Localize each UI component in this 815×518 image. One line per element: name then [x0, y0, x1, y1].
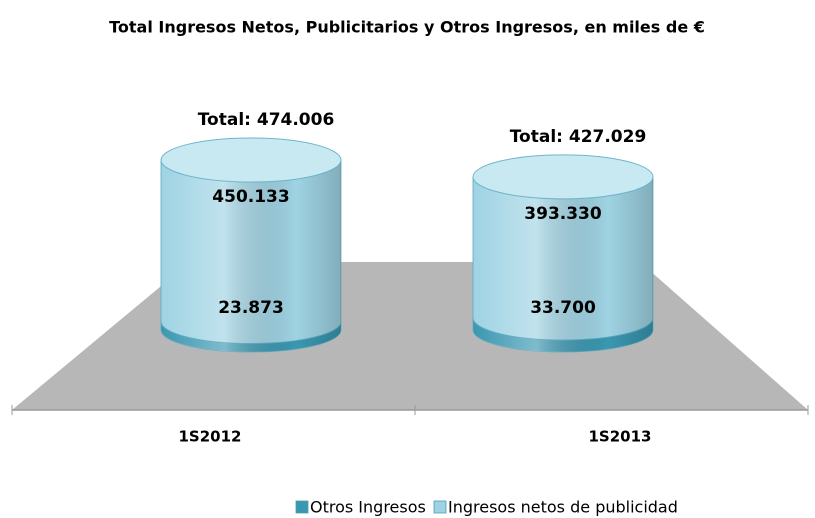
legend-label: Ingresos netos de publicidad: [448, 498, 678, 517]
x-tick-label: 1S2013: [589, 428, 652, 446]
data-label: 393.330: [524, 204, 602, 224]
legend-label: Otros Ingresos: [310, 498, 426, 517]
data-label: 450.133: [212, 187, 289, 207]
legend-swatch: [295, 500, 309, 514]
shade: [473, 176, 653, 340]
shade: [161, 160, 341, 344]
floor: [12, 262, 808, 410]
data-label: 23.873: [218, 298, 284, 318]
x-tick-label: 1S2012: [179, 428, 242, 446]
cylinder-top: [472, 154, 654, 200]
shade: [161, 321, 341, 352]
data-label: 33.700: [530, 298, 596, 318]
total-label: Total: 474.006: [198, 110, 335, 130]
chart-title: Total Ingresos Netos, Publicitarios y Ot…: [109, 18, 705, 37]
total-label: Total: 427.029: [510, 127, 647, 147]
shade: [473, 317, 653, 352]
cylinder-top: [160, 137, 342, 183]
legend-swatch: [433, 500, 447, 514]
